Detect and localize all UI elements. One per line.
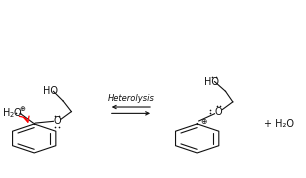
Text: $\oplus$: $\oplus$ <box>19 104 26 113</box>
Text: O: O <box>14 108 21 118</box>
Text: + H₂O: + H₂O <box>264 119 294 129</box>
Text: O: O <box>53 116 61 126</box>
Text: HO: HO <box>43 86 58 96</box>
Text: HO: HO <box>204 77 219 87</box>
Text: Heterolysis: Heterolysis <box>107 94 154 103</box>
Text: O: O <box>215 107 222 117</box>
Text: $\oplus$: $\oplus$ <box>200 117 208 126</box>
Text: $\mathregular{H_2}$: $\mathregular{H_2}$ <box>2 106 15 120</box>
